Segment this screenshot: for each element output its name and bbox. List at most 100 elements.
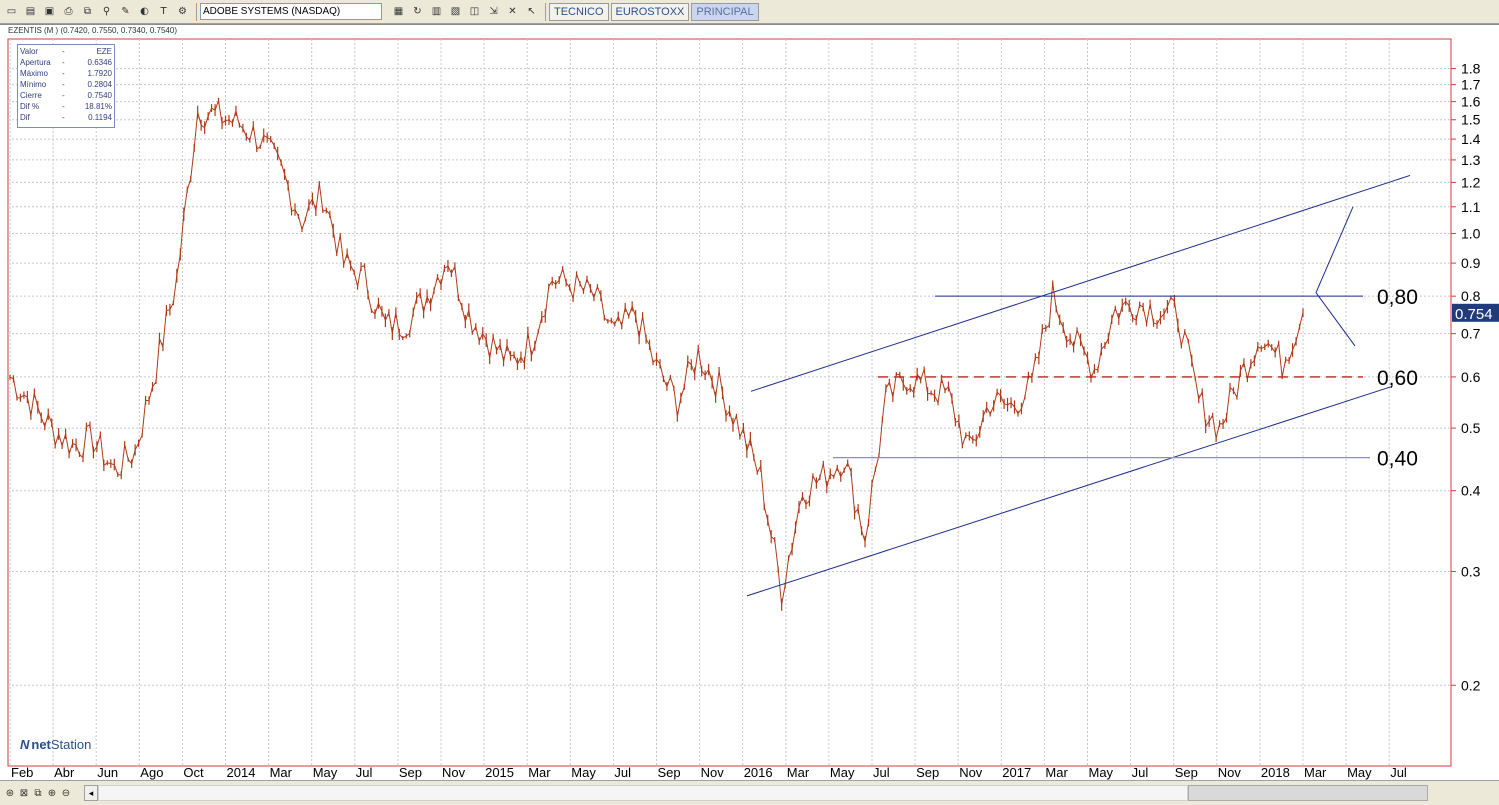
info-separator: - bbox=[62, 102, 65, 111]
x-tick-label: Jul bbox=[873, 765, 890, 780]
bar-chart-icon[interactable]: ▧ bbox=[450, 6, 461, 17]
x-tick-label: Sep bbox=[1175, 765, 1198, 780]
last-price-tag bbox=[1452, 303, 1499, 322]
info-row: Valor - EZE bbox=[20, 46, 112, 57]
info-label: Máximo bbox=[20, 69, 49, 78]
tab-eurostoxx[interactable]: EUROSTOXX bbox=[610, 2, 690, 21]
x-tick-label: 2017 bbox=[1002, 765, 1031, 780]
y-tick-label: 1.7 bbox=[1461, 77, 1481, 93]
lower-channel-line bbox=[746, 385, 1393, 597]
brand-logo: N net Station bbox=[20, 737, 91, 752]
info-label: Dif bbox=[20, 113, 30, 122]
info-value: EZE bbox=[96, 47, 112, 56]
symbol-search-input[interactable] bbox=[200, 3, 382, 20]
y-tick-label: 1.0 bbox=[1461, 226, 1481, 242]
y-tick-label: 0.3 bbox=[1461, 563, 1481, 579]
color-icon[interactable]: ◐ bbox=[140, 6, 149, 17]
tab-principal[interactable]: PRINCIPAL bbox=[691, 2, 759, 21]
plot-area[interactable] bbox=[7, 38, 1452, 767]
open-icon[interactable]: ▤ bbox=[25, 6, 36, 17]
x-tick-label: Nov bbox=[959, 765, 983, 780]
brand-name: Station bbox=[50, 737, 92, 752]
y-tick-label: 0.6 bbox=[1461, 369, 1481, 385]
cursor-icon[interactable]: ↖ bbox=[527, 6, 536, 17]
info-value: 0.2804 bbox=[87, 80, 112, 89]
x-tick-label: Sep bbox=[399, 765, 422, 780]
close-chart-icon[interactable]: ✕ bbox=[508, 6, 517, 17]
info-row: Mínimo - 0.2804 bbox=[20, 79, 112, 90]
last-price-value: 0.754 bbox=[1455, 306, 1493, 323]
y-tick-label: 1.5 bbox=[1461, 112, 1481, 128]
fit-icon[interactable]: ⊠ bbox=[19, 787, 29, 799]
info-label: Dif % bbox=[20, 102, 40, 111]
zoom-window-icon[interactable]: ⧉ bbox=[34, 787, 42, 799]
text-size-icon[interactable]: T bbox=[160, 6, 167, 17]
x-tick-label: Jun bbox=[97, 765, 118, 780]
x-tick-label: Nov bbox=[442, 765, 466, 780]
price-chart[interactable]: Feb Abr Jun Ago Oct 2014 Mar May Jul Sep Nov 2015 Ma… bbox=[0, 25, 1499, 781]
x-tick-label: Jul bbox=[356, 765, 373, 780]
table-icon[interactable]: ▥ bbox=[431, 6, 442, 17]
x-tick-label: Jul bbox=[614, 765, 631, 780]
x-tick-label: Mar bbox=[528, 765, 551, 780]
print-icon[interactable]: ⎙ bbox=[64, 6, 73, 17]
info-row: Dif - 0.1194 bbox=[20, 112, 112, 123]
projection-line bbox=[1315, 206, 1356, 347]
horizontal-scrollbar[interactable] bbox=[98, 785, 1188, 801]
info-separator: - bbox=[62, 113, 65, 122]
netstation-logo-icon: N bbox=[20, 737, 30, 752]
scrollbar-thumb[interactable] bbox=[1188, 785, 1428, 801]
refresh-icon[interactable]: ↻ bbox=[413, 6, 422, 17]
x-tick-label: 2015 bbox=[485, 765, 514, 780]
zoom-reset-icon[interactable]: ⊛ bbox=[5, 787, 15, 799]
zoom-in-icon[interactable]: ⊕ bbox=[47, 787, 57, 799]
draw-icon[interactable]: ✎ bbox=[121, 6, 130, 17]
x-tick-label: May bbox=[313, 765, 338, 780]
info-value: 18.81% bbox=[84, 102, 112, 111]
x-tick-label: Sep bbox=[658, 765, 681, 780]
zoom-out-icon[interactable]: ⊖ bbox=[61, 787, 71, 799]
info-value: 0.7540 bbox=[87, 91, 112, 100]
x-tick-label: Jul bbox=[1390, 765, 1407, 780]
info-value: 1.7920 bbox=[87, 69, 112, 78]
info-separator: - bbox=[62, 47, 65, 56]
copy-icon[interactable]: ⧉ bbox=[83, 6, 92, 17]
export-icon[interactable]: ⇲ bbox=[489, 6, 498, 17]
x-tick-label: Feb bbox=[11, 765, 33, 780]
x-tick-label: Mar bbox=[270, 765, 293, 780]
level-annotation-label: 0,40 bbox=[1377, 448, 1418, 471]
price-series-line bbox=[9, 100, 1304, 605]
x-tick-label: Nov bbox=[1218, 765, 1242, 780]
y-tick-label: 0.9 bbox=[1461, 255, 1481, 271]
x-tick-label: May bbox=[1089, 765, 1114, 780]
info-value: 0.6346 bbox=[87, 58, 112, 67]
x-tick-label: May bbox=[1347, 765, 1372, 780]
scroll-left-button[interactable]: ◂ bbox=[84, 785, 98, 801]
info-label: Apertura bbox=[20, 58, 51, 67]
x-tick-label: Nov bbox=[701, 765, 725, 780]
settings-icon[interactable]: ⚙ bbox=[178, 6, 187, 17]
x-tick-label: Ago bbox=[140, 765, 163, 780]
info-value: 0.1194 bbox=[88, 113, 112, 122]
x-tick-label: 2014 bbox=[227, 765, 256, 780]
x-tick-label: Oct bbox=[183, 765, 204, 780]
new-icon[interactable]: ▭ bbox=[6, 6, 17, 17]
y-tick-label: 0.5 bbox=[1461, 420, 1481, 436]
y-tick-label: 0.2 bbox=[1461, 677, 1481, 693]
chart-panel[interactable]: Feb Abr Jun Ago Oct 2014 Mar May Jul Sep Nov 2015 Ma… bbox=[0, 24, 1499, 781]
info-row: Dif % - 18.81% bbox=[20, 101, 112, 112]
info-separator: - bbox=[62, 69, 65, 78]
save-icon[interactable]: ▣ bbox=[44, 6, 55, 17]
line-chart-icon[interactable]: ◫ bbox=[469, 6, 480, 17]
y-tick-label: 1.4 bbox=[1461, 131, 1481, 147]
zoom-icon[interactable]: ⚲ bbox=[102, 6, 111, 17]
level-annotation-label: 0,80 bbox=[1377, 286, 1418, 309]
y-tick-label: 1.2 bbox=[1461, 174, 1481, 190]
info-separator: - bbox=[62, 80, 65, 89]
info-separator: - bbox=[62, 91, 65, 100]
x-tick-label: Abr bbox=[54, 765, 75, 780]
window-icon[interactable]: ▦ bbox=[393, 6, 404, 17]
tab-tecnico[interactable]: TECNICO bbox=[549, 2, 609, 21]
y-tick-label: 1.3 bbox=[1461, 152, 1481, 168]
price-info-box: Valor - EZE Apertura -0.6346 Máximo -1.7920 Mín… bbox=[17, 44, 115, 128]
